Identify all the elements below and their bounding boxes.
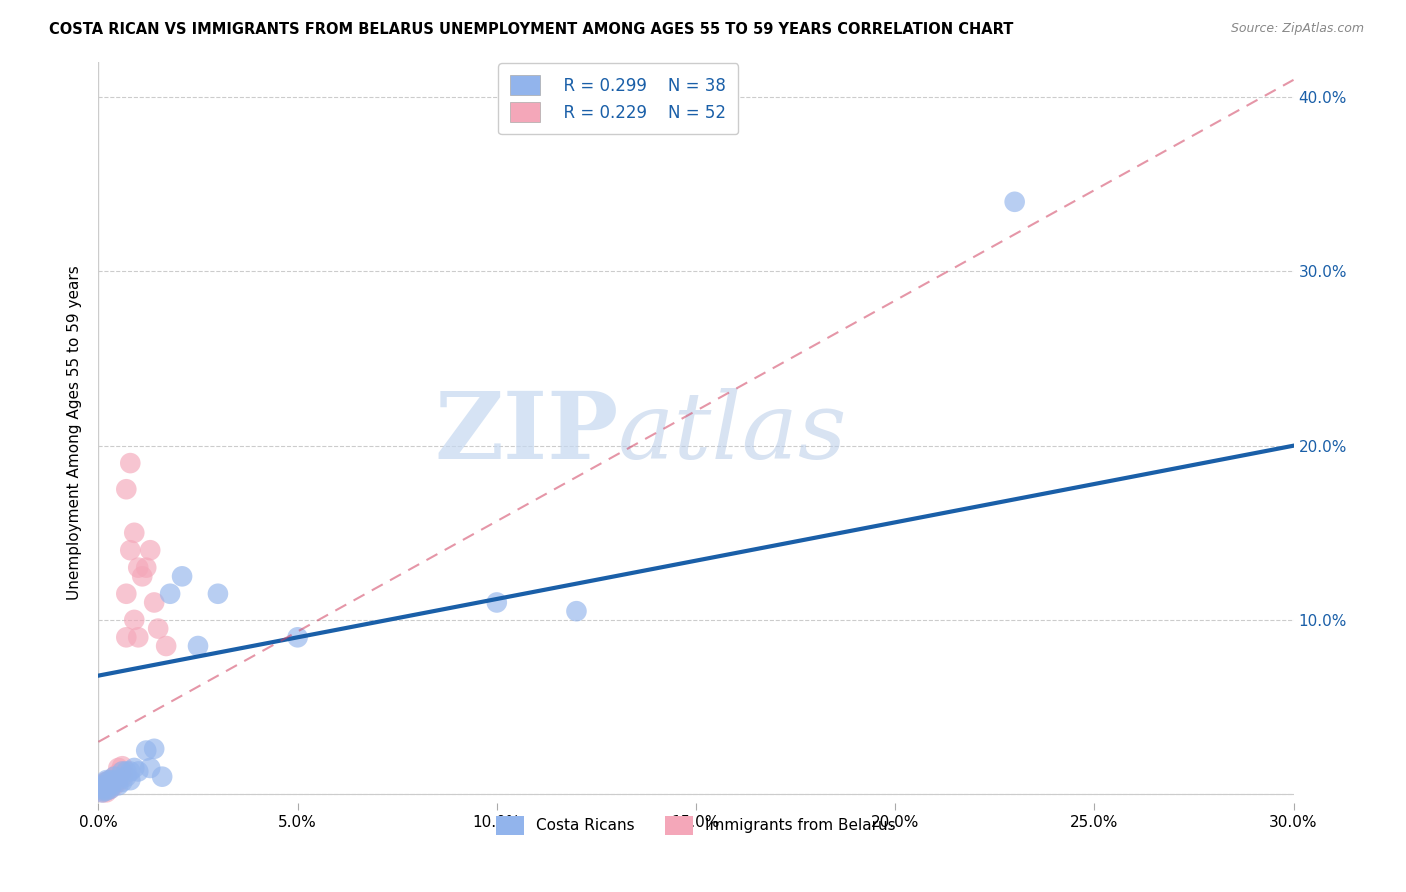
Point [115,482,138,496]
Point [91,778,114,792]
Point [172,569,194,583]
Point [98,780,122,794]
Point [120,543,142,558]
Point [91,781,114,796]
Point [96,778,118,792]
Point [98,775,122,789]
Point [96,783,118,797]
Point [107,778,129,792]
Point [96,781,118,796]
Point [115,587,138,601]
Point [96,775,118,789]
Point [103,770,125,784]
Point [135,560,157,574]
Point [91,783,114,797]
Point [127,630,149,644]
Point [120,773,142,788]
Point [96,777,118,791]
Point [111,775,134,789]
Point [485,595,508,609]
Point [207,587,229,601]
Point [103,770,125,784]
Point [91,785,114,799]
Point [115,770,138,784]
Point [155,639,177,653]
Point [124,761,146,775]
Point [107,766,129,780]
Point [124,613,146,627]
Point [143,595,166,609]
Point [98,777,122,791]
Point [124,525,146,540]
Point [120,456,142,470]
Legend: Costa Ricans, Immigrants from Belarus: Costa Ricans, Immigrants from Belarus [484,804,908,847]
Point [159,587,181,601]
Point [91,778,114,792]
Point [103,773,125,788]
Point [96,773,118,788]
Point [148,622,170,636]
Point [107,773,129,788]
Point [91,781,114,796]
Point [98,773,122,788]
Point [131,569,153,583]
Text: Source: ZipAtlas.com: Source: ZipAtlas.com [1230,22,1364,36]
Point [96,778,118,792]
Point [98,773,122,788]
Point [98,777,122,791]
Point [139,543,162,558]
Point [565,604,588,618]
Point [98,780,122,794]
Point [150,770,173,784]
Point [127,764,149,779]
Point [103,775,125,789]
Point [107,770,129,784]
Point [98,778,122,792]
Y-axis label: Unemployment Among Ages 55 to 59 years: Unemployment Among Ages 55 to 59 years [67,265,83,600]
Text: COSTA RICAN VS IMMIGRANTS FROM BELARUS UNEMPLOYMENT AMONG AGES 55 TO 59 YEARS CO: COSTA RICAN VS IMMIGRANTS FROM BELARUS U… [49,22,1014,37]
Point [115,764,138,779]
Point [1004,194,1026,209]
Point [143,741,166,756]
Point [135,743,157,757]
Point [91,778,114,792]
Text: ZIP: ZIP [434,388,619,477]
Point [91,783,114,797]
Point [103,772,125,786]
Point [115,630,138,644]
Point [111,764,134,779]
Point [98,781,122,796]
Point [96,780,118,794]
Point [91,780,114,794]
Point [287,630,309,644]
Point [96,778,118,792]
Point [91,785,114,799]
Point [96,785,118,799]
Point [139,761,162,775]
Point [98,781,122,796]
Point [120,764,142,779]
Point [96,775,118,789]
Point [107,775,129,789]
Point [98,773,122,788]
Point [96,783,118,797]
Point [96,775,118,789]
Point [127,560,149,574]
Point [91,780,114,794]
Point [111,764,134,779]
Point [103,778,125,792]
Point [96,777,118,791]
Point [96,780,118,794]
Point [91,780,114,794]
Text: atlas: atlas [619,388,848,477]
Point [107,761,129,775]
Point [111,759,134,773]
Point [98,775,122,789]
Point [91,778,114,792]
Point [187,639,209,653]
Point [111,770,134,784]
